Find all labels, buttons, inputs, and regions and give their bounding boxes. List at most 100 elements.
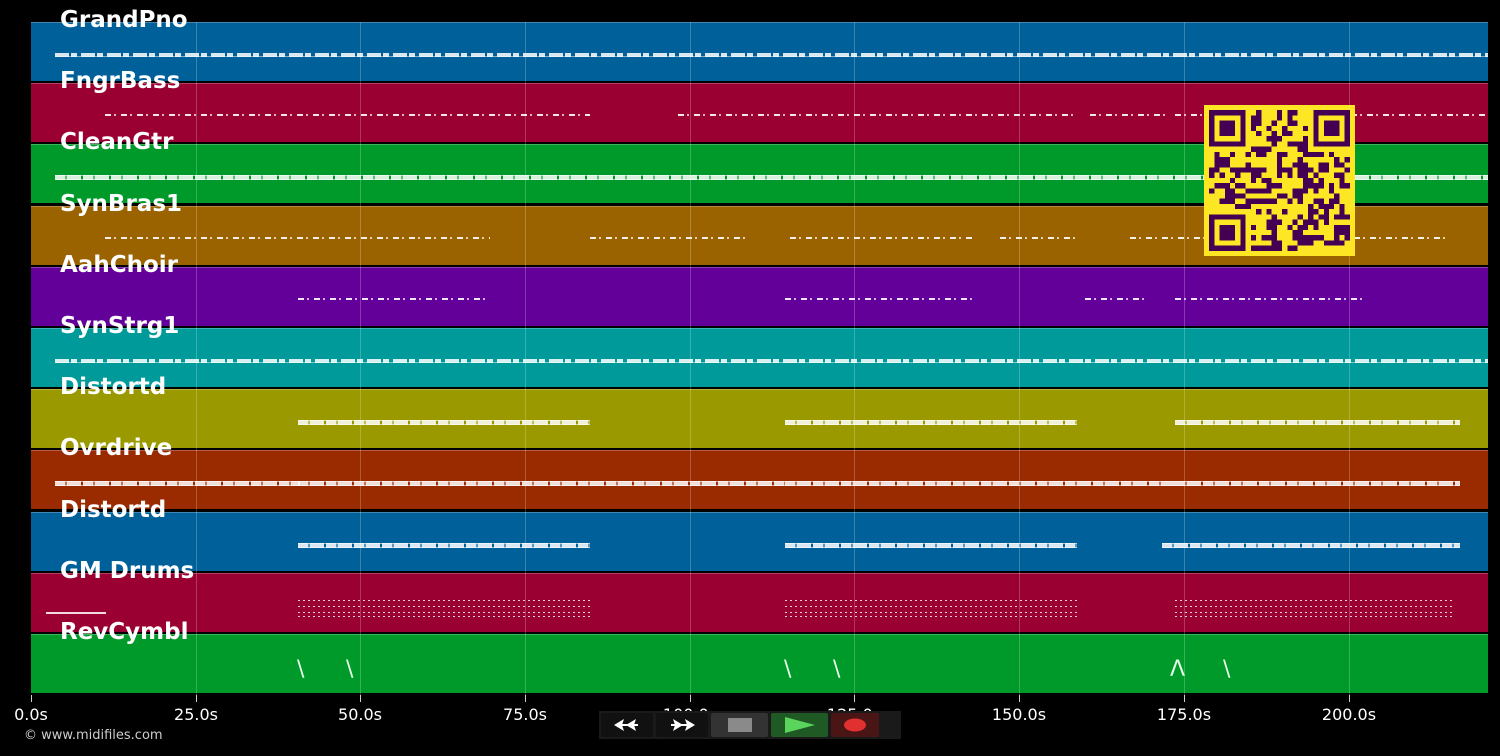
note-segment <box>1162 542 1460 548</box>
track-label: Ovrdrive <box>60 435 173 462</box>
rewind-button[interactable] <box>601 713 653 737</box>
note-segment <box>785 599 1077 601</box>
cymbal-mark: \ <box>1223 657 1231 682</box>
cymbal-mark: Λ <box>1170 657 1186 682</box>
track-label: Distortd <box>60 374 167 401</box>
track-label: SynBras1 <box>60 190 183 217</box>
note-segment <box>1175 481 1460 487</box>
note-segment <box>785 605 1077 607</box>
gridline <box>360 22 361 695</box>
fast-forward-icon <box>671 719 695 731</box>
track-label: SynStrg1 <box>60 313 180 339</box>
play-button[interactable] <box>771 713 828 737</box>
transport-controls <box>599 711 901 739</box>
play-icon <box>784 717 815 733</box>
note-segment <box>55 359 1488 363</box>
gridline <box>1349 22 1350 695</box>
axis-tick <box>360 695 361 702</box>
axis-tick-label: 0.0s <box>14 705 48 724</box>
axis-tick <box>854 695 855 702</box>
note-segment <box>55 53 1488 57</box>
note-segment <box>1175 605 1455 607</box>
track-label: CleanGtr <box>60 129 174 156</box>
note-segment <box>298 542 590 548</box>
axis-tick-label: 175.0s <box>1156 705 1212 724</box>
axis-tick-label: 50.0s <box>338 705 382 724</box>
track-label: GM Drums <box>60 557 195 584</box>
track-area: GrandPno FngrBass CleanGtr SynBras1 AahChoir… <box>31 9 1488 695</box>
gridline <box>196 22 197 695</box>
axis-tick-label: 25.0s <box>174 705 218 724</box>
axis-tick <box>196 695 197 702</box>
track-label: GrandPno <box>60 7 188 33</box>
note-segment <box>785 481 1175 487</box>
gridline <box>1184 22 1185 695</box>
axis-tick <box>525 695 526 702</box>
note-segment <box>678 114 1075 117</box>
track-label: RevCymbl <box>60 619 189 645</box>
gridline <box>854 22 855 695</box>
note-segment <box>1175 615 1455 617</box>
note-segment <box>1175 611 1455 613</box>
rewind-icon <box>614 719 638 731</box>
cymbal-mark: \ <box>833 657 841 682</box>
track-9: GM Drums <box>31 559 1488 632</box>
note-segment <box>790 236 975 239</box>
note-segment <box>1175 599 1455 601</box>
fast-forward-button[interactable] <box>656 713 708 737</box>
note-segment <box>1085 297 1145 300</box>
note-segment <box>1175 297 1365 300</box>
track-5: SynStrg1 <box>31 315 1488 387</box>
note-segment <box>298 297 488 300</box>
axis-tick <box>1019 695 1020 702</box>
note-segment <box>298 481 785 487</box>
stop-icon <box>727 718 752 732</box>
axis-tick-label: 200.0s <box>1321 705 1377 724</box>
axis-tick <box>31 695 32 702</box>
gridline <box>525 22 526 695</box>
track-label: FngrBass <box>60 68 181 95</box>
note-segment <box>785 615 1077 617</box>
note-segment <box>298 420 590 426</box>
track-4: AahChoir <box>31 253 1488 326</box>
axis-tick <box>690 695 691 702</box>
note-segment <box>1175 420 1460 426</box>
axis-tick <box>1349 695 1350 702</box>
note-segment <box>590 236 750 239</box>
note-segment <box>105 114 590 117</box>
note-segment <box>785 542 1077 548</box>
qr-code <box>1204 105 1355 256</box>
track-0: GrandPno <box>31 9 1488 81</box>
note-segment <box>785 297 975 300</box>
axis-tick-label: 150.0s <box>991 705 1047 724</box>
record-button[interactable] <box>831 713 879 737</box>
cymbal-mark: \ <box>346 657 354 682</box>
note-segment <box>298 615 590 617</box>
note-segment <box>298 599 590 601</box>
note-segment <box>46 611 106 614</box>
note-segment <box>1090 114 1165 117</box>
track-6: Distortd <box>31 376 1488 449</box>
note-segment <box>55 481 300 487</box>
cymbal-mark: \ <box>784 657 792 682</box>
note-segment <box>55 175 1488 181</box>
cymbal-mark: \ <box>297 657 305 682</box>
axis-tick <box>1184 695 1185 702</box>
note-segment <box>785 420 1077 426</box>
note-segment <box>105 236 490 239</box>
record-icon <box>844 718 866 732</box>
track-label: Distortd <box>60 496 167 523</box>
gridline <box>690 22 691 695</box>
track-8: Distortd <box>31 498 1488 571</box>
axis-tick-label: 75.0s <box>503 705 547 724</box>
gridline <box>1019 22 1020 695</box>
note-segment <box>298 605 590 607</box>
note-segment <box>1000 236 1080 239</box>
track-10: RevCymbl <box>31 621 1488 693</box>
track-7: Ovrdrive <box>31 437 1488 510</box>
track-label: AahChoir <box>60 251 178 278</box>
note-segment <box>298 611 590 613</box>
copyright-text: © www.midifiles.com <box>24 728 163 743</box>
stop-button[interactable] <box>711 713 768 737</box>
note-segment <box>785 611 1077 613</box>
